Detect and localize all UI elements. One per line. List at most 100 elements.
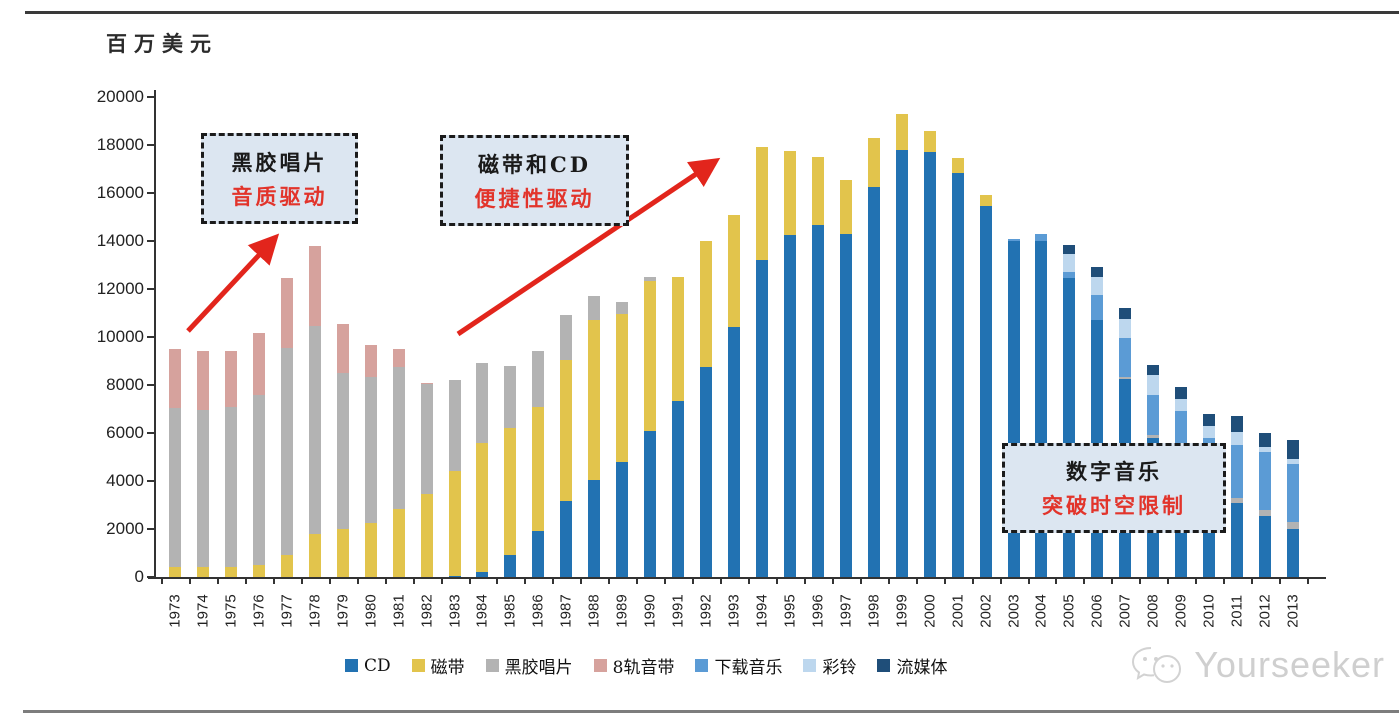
bar-segment-1978 xyxy=(308,326,321,534)
legend-label: 磁带 xyxy=(430,658,465,678)
bar-segment-1981 xyxy=(392,508,405,577)
y-tick-label: 12000 xyxy=(96,279,144,298)
bar-segment-1984 xyxy=(476,572,489,577)
bar-segment-1975 xyxy=(224,567,237,577)
bar-segment-1973 xyxy=(169,567,181,577)
bar-segment-1974 xyxy=(196,410,209,568)
bar-segment-2011 xyxy=(1231,416,1244,432)
bar-segment-2005 xyxy=(1063,272,1076,279)
bar-segment-1988 xyxy=(588,320,601,480)
x-tick-label: 1995 xyxy=(781,594,799,628)
bar-segment-2013 xyxy=(1287,440,1299,460)
x-tick xyxy=(1251,578,1254,584)
legend-label: 8轨音带 xyxy=(612,658,675,678)
bar-segment-1976 xyxy=(252,565,265,577)
y-tick xyxy=(147,288,155,290)
x-tick xyxy=(831,578,834,584)
x-tick xyxy=(1279,578,1281,584)
bar-segment-2002 xyxy=(979,195,992,207)
bar-segment-1985 xyxy=(504,428,517,556)
x-tick xyxy=(580,578,583,584)
x-tick xyxy=(943,578,946,584)
bar-segment-2011 xyxy=(1231,502,1244,577)
bar-segment-2011 xyxy=(1231,497,1244,503)
y-tick xyxy=(147,96,155,98)
bar-segment-2004 xyxy=(1035,233,1048,241)
y-tick xyxy=(147,480,155,482)
bar-segment-2008 xyxy=(1147,435,1160,438)
bar-segment-2009 xyxy=(1175,399,1188,412)
bar-segment-1977 xyxy=(280,347,293,556)
bar-segment-2008 xyxy=(1147,394,1160,436)
x-tick xyxy=(496,578,499,584)
x-tick-label: 1985 xyxy=(501,594,519,628)
x-tick-label: 2000 xyxy=(921,594,939,628)
x-tick xyxy=(608,578,611,584)
bar-segment-1980 xyxy=(364,523,377,577)
x-tick xyxy=(1195,578,1198,584)
bar-segment-1986 xyxy=(532,406,545,532)
y-tick-label: 10000 xyxy=(96,327,144,346)
bar-segment-2010 xyxy=(1203,413,1216,426)
x-tick-label: 1997 xyxy=(837,594,855,628)
x-tick-label: 2008 xyxy=(1144,594,1162,628)
x-tick xyxy=(664,578,667,584)
bar-segment-1998 xyxy=(867,137,880,187)
callout-vinyl-subtitle: 音质驱动 xyxy=(231,183,328,209)
bar-segment-1978 xyxy=(308,245,321,327)
y-tick-label: 4000 xyxy=(106,471,144,490)
legend-item: 彩铃 xyxy=(803,653,856,678)
bar-segment-1979 xyxy=(336,373,349,529)
bar-segment-1980 xyxy=(364,345,377,377)
bar-segment-1986 xyxy=(532,531,545,577)
bar-segment-2006 xyxy=(1091,295,1104,321)
bar-segment-2012 xyxy=(1259,515,1271,577)
x-tick-label: 2006 xyxy=(1088,594,1106,628)
bar-segment-1994 xyxy=(755,147,768,261)
bottom-divider xyxy=(23,710,1399,713)
y-tick xyxy=(147,384,155,386)
x-tick-label: 1983 xyxy=(446,594,463,628)
bar-segment-2006 xyxy=(1091,277,1104,295)
x-tick xyxy=(748,578,750,584)
bar-segment-2001 xyxy=(951,172,964,577)
y-tick xyxy=(147,528,155,530)
bar-segment-2007 xyxy=(1119,319,1132,339)
bar-segment-1974 xyxy=(196,567,209,577)
y-tick-label: 16000 xyxy=(96,183,144,202)
bar-segment-1980 xyxy=(364,376,377,523)
bar-segment-2005 xyxy=(1063,244,1076,255)
bar-segment-1985 xyxy=(504,365,517,429)
x-tick-label: 1982 xyxy=(418,594,435,628)
legend-swatch xyxy=(411,659,425,672)
y-tick xyxy=(147,192,155,194)
bar-segment-1977 xyxy=(280,278,293,348)
x-tick xyxy=(971,578,974,584)
bar-segment-2007 xyxy=(1119,376,1132,379)
bar-segment-2010 xyxy=(1203,425,1216,438)
bar-segment-1997 xyxy=(839,233,852,577)
x-tick xyxy=(161,578,163,584)
bar-segment-1983 xyxy=(448,471,461,576)
bar-segment-1996 xyxy=(811,225,824,577)
x-tick xyxy=(1055,578,1058,584)
wechat-icon xyxy=(1132,647,1182,683)
legend-item: CD xyxy=(345,656,391,676)
legend-swatch xyxy=(695,659,709,672)
y-tick xyxy=(147,432,155,434)
legend-swatch xyxy=(877,659,891,672)
bar-segment-2000 xyxy=(923,130,936,153)
bar-segment-1983 xyxy=(448,575,461,578)
x-tick xyxy=(859,578,862,584)
x-tick-label: 2012 xyxy=(1256,594,1274,628)
bar-segment-1996 xyxy=(811,157,824,226)
x-tick xyxy=(1307,578,1309,584)
y-tick-label: 2000 xyxy=(106,519,144,538)
x-tick xyxy=(720,578,722,584)
bar-segment-1973 xyxy=(169,349,181,408)
x-tick xyxy=(216,578,219,584)
x-tick xyxy=(803,578,806,584)
x-tick xyxy=(468,578,471,584)
x-tick-label: 1974 xyxy=(194,594,212,628)
x-tick-label: 1973 xyxy=(166,594,184,628)
